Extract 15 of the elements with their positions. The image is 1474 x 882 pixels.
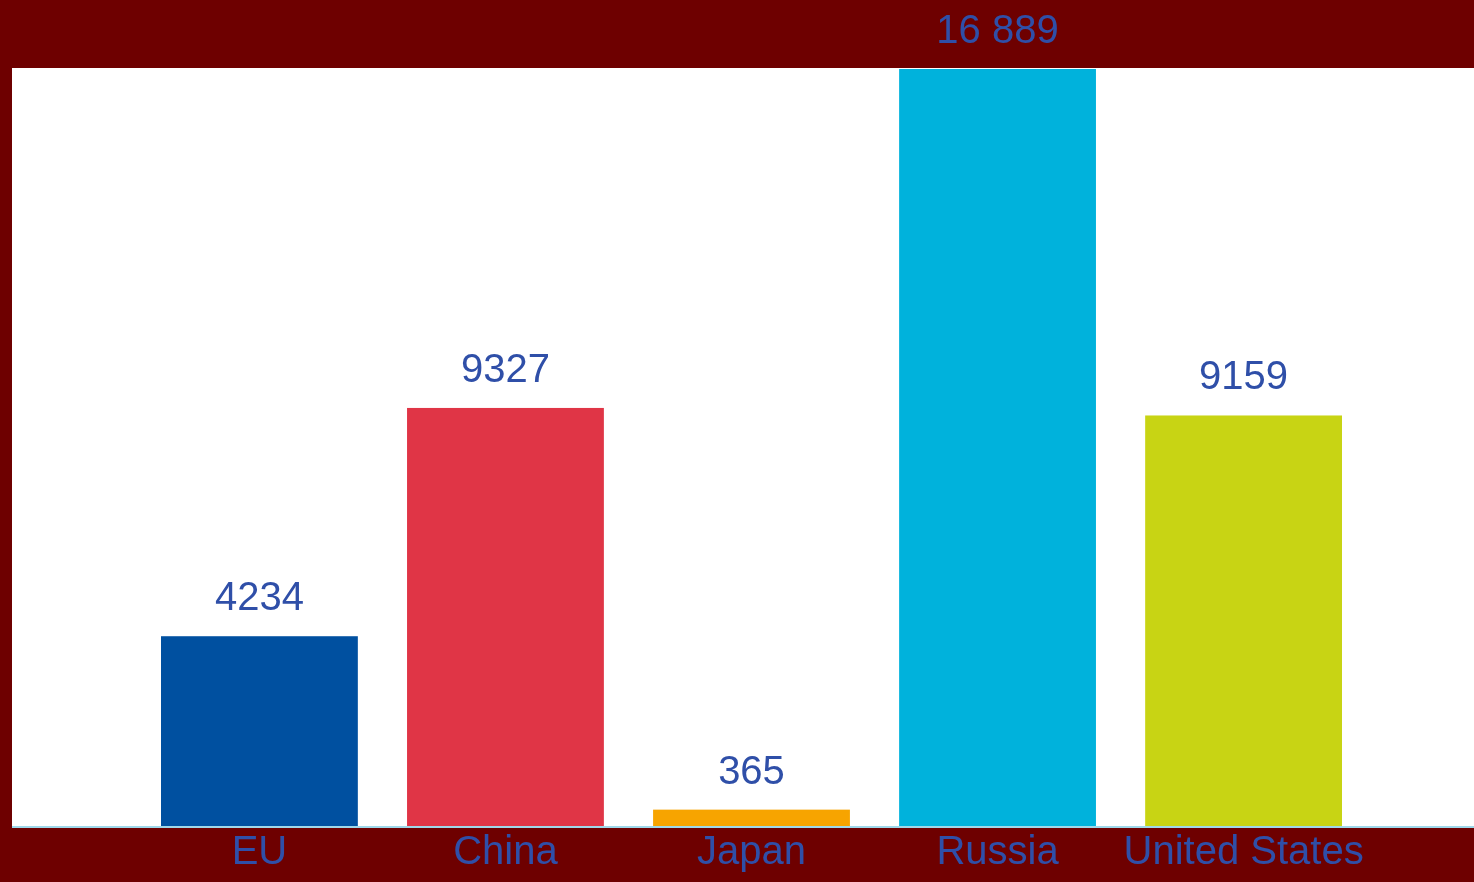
data-label: 9159 (1199, 353, 1289, 398)
x-tick-label: Japan (697, 828, 806, 872)
x-tick-label: EU (231, 828, 288, 872)
bar (1145, 415, 1342, 826)
bar (407, 407, 604, 826)
data-label: 16 889 (936, 7, 1059, 51)
data-label: 4234 (214, 574, 304, 619)
bar (899, 69, 1096, 826)
x-tick-label: Russia (936, 828, 1060, 872)
bar (161, 636, 358, 826)
x-tick-label: United States (1123, 828, 1364, 872)
data-label: 365 (718, 747, 785, 792)
data-label: 9327 (460, 345, 550, 390)
bar (653, 809, 850, 826)
x-tick-label: China (453, 828, 559, 872)
